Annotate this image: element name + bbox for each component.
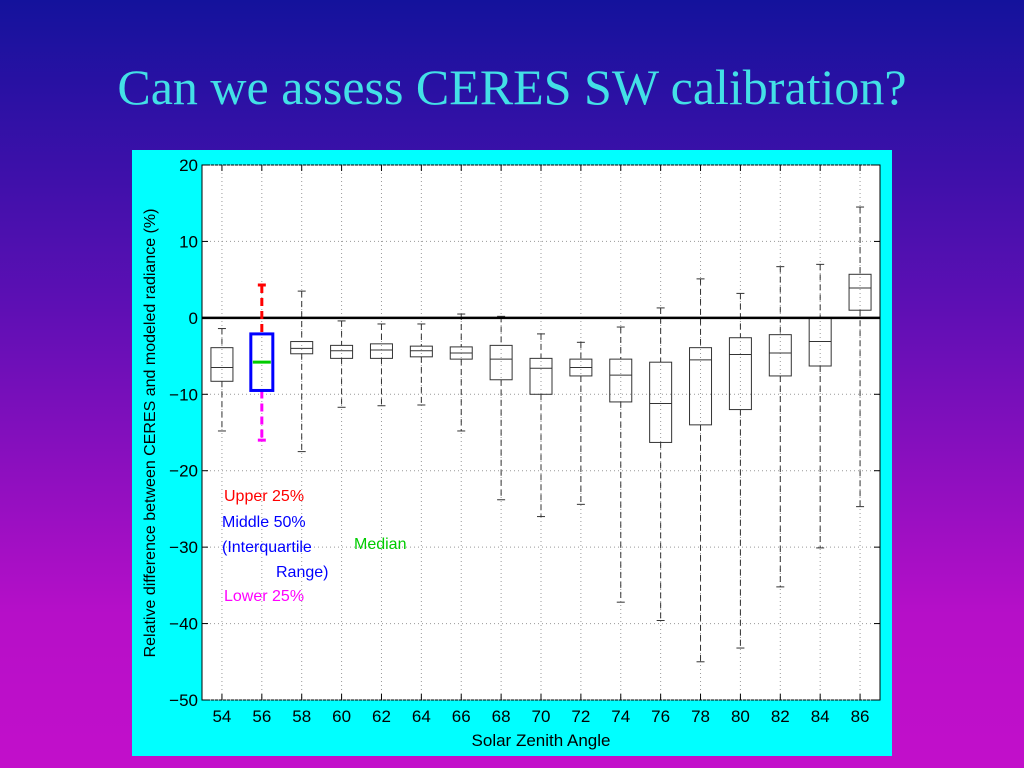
plot-area bbox=[201, 164, 881, 701]
x-tick-label: 72 bbox=[571, 707, 590, 726]
y-tick-label: −50 bbox=[169, 691, 198, 710]
y-tick-label: 10 bbox=[179, 232, 198, 251]
x-tick-label: 82 bbox=[771, 707, 790, 726]
x-tick-label: 68 bbox=[492, 707, 511, 726]
y-tick-label: 20 bbox=[179, 156, 198, 175]
annotation-median: Median bbox=[354, 536, 406, 553]
y-tick-label: −30 bbox=[169, 538, 198, 557]
slide-title: Can we assess CERES SW calibration? bbox=[117, 59, 907, 115]
y-tick-label: −40 bbox=[169, 615, 198, 634]
legend-example bbox=[249, 283, 275, 442]
y-tick-label: −20 bbox=[169, 462, 198, 481]
x-tick-label: 64 bbox=[412, 707, 431, 726]
annotation-lower: Lower 25% bbox=[224, 588, 304, 605]
y-tick-label: −10 bbox=[169, 385, 198, 404]
legend-iqr-box bbox=[249, 332, 275, 392]
chart-panel: 20 10 0 −10 −20 −30 −40 −50 54 56 58 60 62 64 66 68 70 72… bbox=[132, 150, 892, 756]
x-tick-label: 86 bbox=[851, 707, 870, 726]
x-tick-label: 70 bbox=[532, 707, 551, 726]
box-iqr bbox=[649, 361, 673, 443]
x-tick-label: 58 bbox=[292, 707, 311, 726]
box-iqr bbox=[210, 347, 234, 382]
boxes bbox=[202, 206, 880, 663]
x-tick-label: 56 bbox=[252, 707, 271, 726]
annotation-middle-1: Middle 50% bbox=[222, 514, 306, 531]
x-tick-label: 54 bbox=[212, 707, 231, 726]
box-plot: 20 10 0 −10 −20 −30 −40 −50 54 56 58 60 62 64 66 68 70 72… bbox=[142, 156, 881, 750]
annotation-middle-3: Range) bbox=[276, 564, 328, 581]
x-tick-label: 76 bbox=[651, 707, 670, 726]
annotation-upper: Upper 25% bbox=[224, 488, 304, 505]
box-iqr bbox=[409, 345, 433, 358]
axis-ticks: 20 10 0 −10 −20 −30 −40 −50 54 56 58 60 62 64 66 68 70 72… bbox=[169, 156, 880, 726]
x-tick-label: 62 bbox=[372, 707, 391, 726]
box-iqr bbox=[489, 344, 513, 381]
box-iqr bbox=[728, 337, 752, 411]
annotation-middle-2: (Interquartile bbox=[222, 539, 312, 556]
box-iqr bbox=[330, 344, 354, 359]
x-tick-label: 60 bbox=[332, 707, 351, 726]
y-axis-label: Relative difference between CERES and mo… bbox=[142, 209, 159, 658]
y-tick-label: 0 bbox=[189, 309, 198, 328]
box-iqr bbox=[768, 334, 792, 377]
box-iqr bbox=[369, 343, 393, 359]
x-tick-label: 80 bbox=[731, 707, 750, 726]
x-tick-label: 74 bbox=[611, 707, 630, 726]
box-iqr bbox=[529, 357, 553, 395]
x-tick-label: 84 bbox=[811, 707, 830, 726]
box-iqr bbox=[689, 347, 713, 426]
x-tick-label: 66 bbox=[452, 707, 471, 726]
x-axis-label: Solar Zenith Angle bbox=[472, 731, 611, 750]
x-tick-label: 78 bbox=[691, 707, 710, 726]
box-iqr bbox=[290, 341, 314, 355]
box-iqr bbox=[609, 358, 633, 403]
box-iqr bbox=[848, 273, 872, 311]
